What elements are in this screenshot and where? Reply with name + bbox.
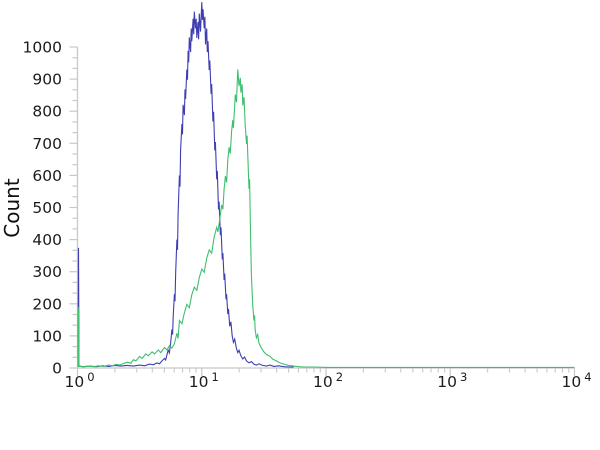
y-tick-label: 900	[32, 71, 62, 89]
y-tick-label: 300	[32, 263, 62, 281]
y-tick-label: 600	[32, 167, 62, 185]
y-tick-label: 0	[52, 360, 62, 378]
y-tick-label: 500	[32, 199, 62, 217]
x-tick-label: 10 3	[437, 370, 467, 391]
x-tick-label: 10 1	[189, 370, 219, 391]
green-histogram-curve	[77, 69, 575, 368]
x-tick-label: 10 0	[64, 370, 94, 391]
blue-histogram-curve	[77, 2, 294, 368]
y-tick-label: 400	[32, 231, 62, 249]
y-tick-label: 100	[32, 327, 62, 345]
y-tick-label: 700	[32, 135, 62, 153]
y-tick-label: 1000	[23, 39, 62, 57]
y-tick-label: 200	[32, 295, 62, 313]
series-layer	[77, 2, 575, 368]
x-tick-label: 10 4	[561, 370, 591, 391]
x-tick-label: 10 2	[313, 370, 343, 391]
y-tick-label: 800	[32, 103, 62, 121]
y-axis-title: Count	[0, 178, 24, 238]
